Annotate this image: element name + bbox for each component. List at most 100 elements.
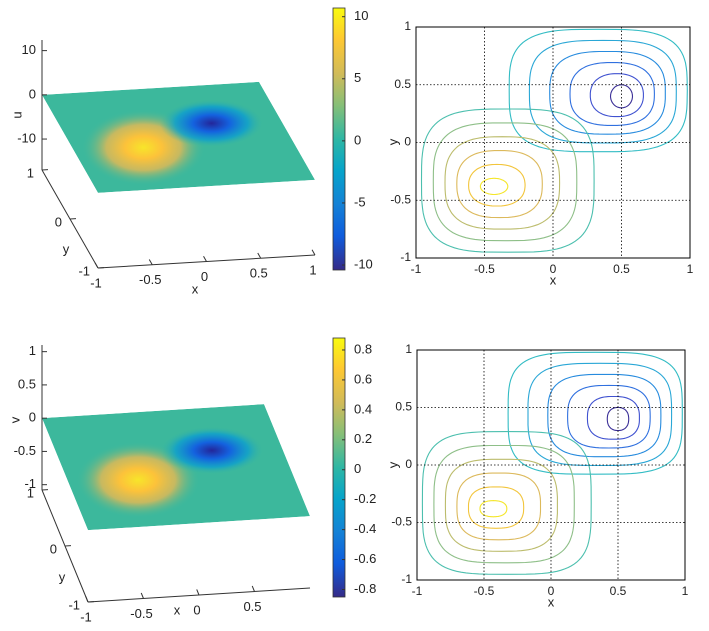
x-axis-label: x <box>192 281 199 296</box>
x-tick <box>148 259 153 265</box>
x-tick-label: -0.5 <box>130 606 152 621</box>
x-tick-label: 1 <box>309 262 316 277</box>
x-tick-label: -0.5 <box>474 262 495 276</box>
colorbar-tick-label: 0.6 <box>354 371 372 386</box>
contour-line <box>567 384 651 449</box>
y-tick-label: 1 <box>405 342 412 356</box>
x-tick-label: -1 <box>411 262 422 276</box>
y-tick-label: -1 <box>401 572 412 586</box>
y-tick-label: -0.5 <box>390 192 411 206</box>
y-tick-label: -1 <box>400 250 411 264</box>
contour-line <box>467 486 525 529</box>
contour-line <box>508 28 688 153</box>
contours <box>420 28 688 253</box>
x-tick-label: -1 <box>80 609 92 624</box>
x-tick-label: 0.5 <box>243 599 261 614</box>
x-tick-label: 0.5 <box>610 584 627 598</box>
y-tick-label: 0 <box>55 214 62 229</box>
y-tick-label: 0.5 <box>395 400 412 414</box>
surface <box>42 81 315 193</box>
contour-line <box>507 351 683 475</box>
z-tick-label: 10 <box>22 42 36 57</box>
contour-line <box>468 163 526 207</box>
x-tick-label: 1 <box>687 262 694 276</box>
x-tick-label: 0.5 <box>250 266 268 281</box>
z-tick-label: 1 <box>29 343 36 358</box>
y-axis-label: y <box>385 138 400 145</box>
colorbar-tick-label: -0.4 <box>354 521 376 536</box>
x-axis-label: x <box>550 272 557 287</box>
contour-line <box>547 373 662 458</box>
colorbar-tick-label: -0.8 <box>354 581 376 596</box>
x-axis-label: x <box>174 602 181 617</box>
x-tick-label: 0 <box>548 584 555 598</box>
contour-line <box>606 406 630 432</box>
contour-line <box>479 177 509 196</box>
x-tick-label: 0 <box>550 262 557 276</box>
colorbar-tick-label: -0.6 <box>354 551 376 566</box>
z-tick-label: -1 <box>24 476 36 491</box>
x-tick-label: 0 <box>201 269 208 284</box>
x-tick-label: -0.5 <box>474 584 495 598</box>
y-tick-label: 0 <box>404 135 411 149</box>
contour-line <box>444 458 558 552</box>
contour-line <box>549 50 666 135</box>
y-tick-label: 1 <box>27 485 34 500</box>
colorbar <box>332 337 346 598</box>
colorbar-tick-label: 0 <box>354 132 361 147</box>
x-tick <box>140 592 144 599</box>
contour-line <box>432 122 578 242</box>
y-tick-label: 1 <box>404 19 411 33</box>
colorbar-tick-label: 0.4 <box>354 401 372 416</box>
z-tick-label: 0.5 <box>18 376 36 391</box>
x-tick <box>85 596 89 603</box>
z-tick-label: 0 <box>29 86 36 101</box>
plot-frame <box>415 26 691 259</box>
contour-line <box>589 73 644 118</box>
y-axis-label: y <box>59 569 66 584</box>
x-tick <box>203 256 207 262</box>
contour-line <box>456 472 542 541</box>
surface <box>42 404 310 531</box>
z-tick-label: 0 <box>29 410 36 425</box>
contour-line <box>479 500 508 518</box>
colorbar-tick-label: 10 <box>354 8 368 23</box>
x-axis-label: x <box>548 594 555 609</box>
y-tick-label: 0.5 <box>394 77 411 91</box>
plot-frame <box>416 349 686 581</box>
x-tick <box>94 262 99 269</box>
colorbar-tick-label: -5 <box>354 194 366 209</box>
colorbar-tick-label: -10 <box>354 256 373 271</box>
x-tick <box>251 585 255 592</box>
x-tick <box>196 589 200 596</box>
x-tick-label: -0.5 <box>139 272 161 287</box>
z-axis-label: v <box>7 416 22 423</box>
contour-line <box>569 62 655 126</box>
y-tick-label: -1 <box>78 263 90 278</box>
x-tick <box>311 249 316 256</box>
colorbar-tick-label: 0.2 <box>354 431 372 446</box>
contour-line <box>609 84 634 109</box>
y-tick-label: 0 <box>405 457 412 471</box>
colorbar-tick-label: 0 <box>354 461 361 476</box>
z-tick-label: -0.5 <box>14 443 36 458</box>
contour-line <box>420 108 595 253</box>
x-tick-label: 1 <box>682 584 689 598</box>
y-tick-label: -0.5 <box>391 515 412 529</box>
z-tick-label: -10 <box>17 130 36 145</box>
colorbar-tick-label: 5 <box>354 70 361 85</box>
z-axis-label: u <box>9 111 24 118</box>
contour-line <box>586 395 640 440</box>
surface-trough <box>159 426 264 475</box>
contour-line <box>527 362 673 467</box>
y-tick-label: 1 <box>27 165 34 180</box>
y-tick-label: 0 <box>50 541 57 556</box>
x-tick-label: -1 <box>90 275 102 290</box>
x-tick <box>257 252 262 259</box>
surface-trough <box>159 99 264 148</box>
contour-line <box>421 431 592 575</box>
x-tick-label: -1 <box>412 584 423 598</box>
x-tick-label: 0 <box>193 602 200 617</box>
y-axis-label: y <box>63 241 70 256</box>
